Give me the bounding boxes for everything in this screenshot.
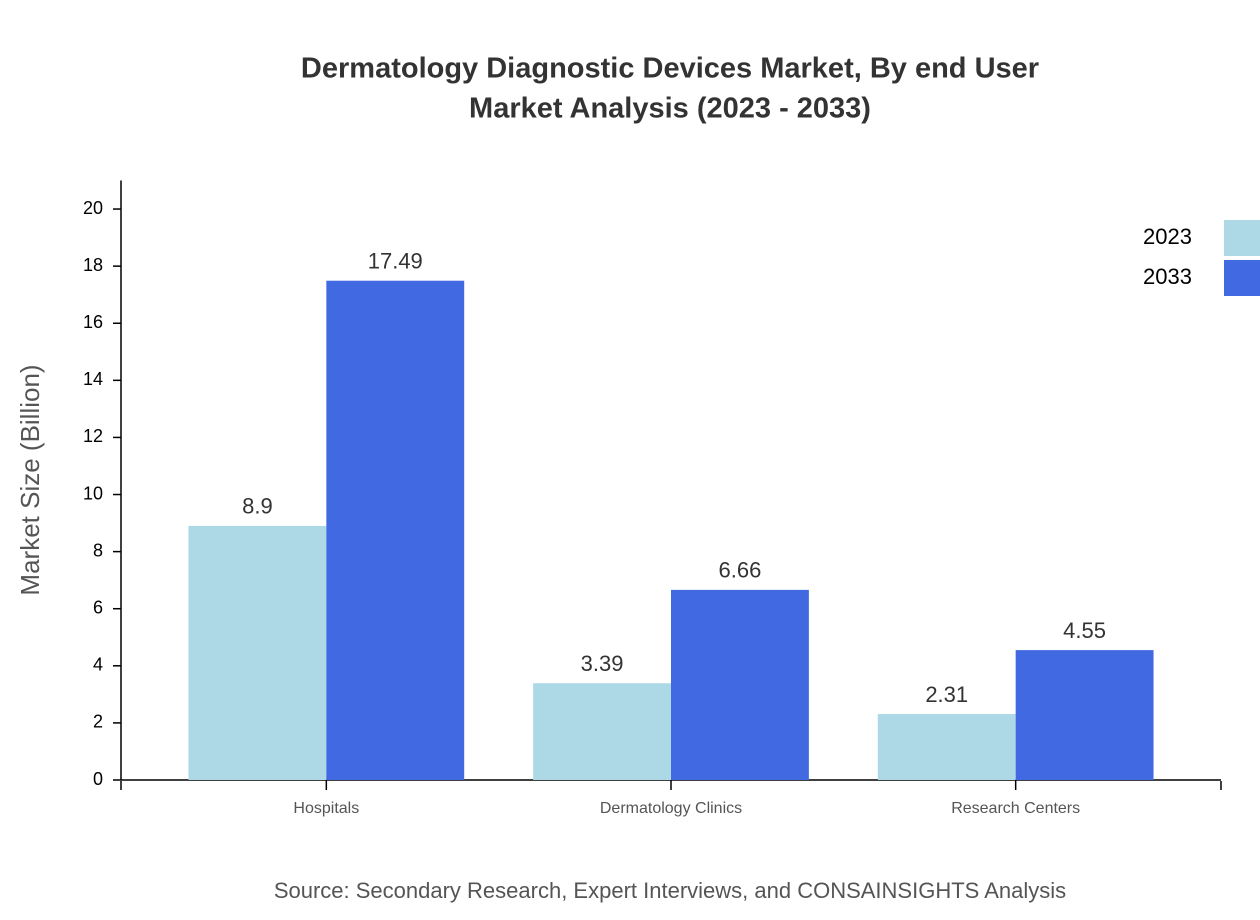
value-label: 6.66 (719, 558, 762, 583)
chart-subtitle: Market Analysis (2023 - 2033) (469, 93, 871, 125)
y-tick-label: 8 (93, 540, 103, 560)
bar (326, 280, 465, 780)
x-tick-label: Research Centers (951, 800, 1080, 817)
y-tick-label: 14 (83, 369, 103, 389)
bar (877, 714, 1016, 780)
bar (1015, 650, 1154, 780)
value-label: 4.55 (1063, 618, 1106, 643)
legend-swatch (1224, 220, 1260, 256)
chart-title: Dermatology Diagnostic Devices Market, B… (301, 53, 1039, 85)
y-tick-label: 12 (83, 426, 103, 446)
y-tick-label: 16 (83, 312, 103, 332)
y-tick-label: 0 (93, 769, 103, 789)
y-axis-label: Market Size (Billion) (15, 364, 45, 595)
value-label: 17.49 (368, 249, 423, 274)
value-label: 2.31 (925, 682, 968, 707)
source-note: Source: Secondary Research, Expert Inter… (274, 878, 1066, 903)
bar (188, 525, 327, 780)
legend-label: 2023 (1143, 224, 1192, 249)
value-label: 3.39 (581, 651, 624, 676)
y-tick-label: 10 (83, 483, 103, 503)
legend-label: 2033 (1143, 264, 1192, 289)
x-tick-label: Hospitals (293, 800, 359, 817)
y-tick-label: 2 (93, 712, 103, 732)
legend-swatch (1224, 260, 1260, 296)
x-tick-label: Dermatology Clinics (600, 800, 742, 817)
bar (533, 683, 671, 780)
y-tick-label: 18 (83, 255, 103, 275)
bar (671, 589, 809, 780)
y-tick-label: 4 (93, 655, 103, 675)
y-tick-label: 20 (83, 198, 103, 218)
y-tick-label: 6 (93, 597, 103, 617)
value-label: 8.9 (242, 494, 273, 519)
